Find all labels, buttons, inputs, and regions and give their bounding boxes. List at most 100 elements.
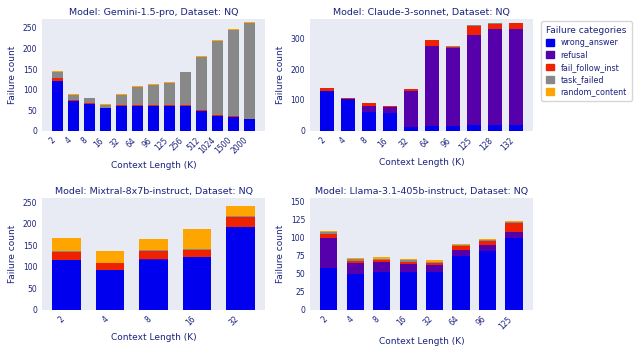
Bar [212, 116, 223, 131]
Bar [228, 30, 239, 116]
Bar [183, 249, 211, 250]
Bar [196, 111, 207, 131]
Bar [446, 47, 460, 48]
Bar [227, 217, 255, 227]
Bar [52, 78, 63, 81]
Bar [467, 35, 481, 125]
Bar [140, 251, 168, 259]
Bar [479, 241, 496, 245]
Bar [399, 260, 417, 262]
Bar [362, 112, 376, 131]
Bar [373, 272, 390, 310]
Bar [84, 104, 95, 131]
Bar [467, 25, 481, 26]
Bar [347, 261, 364, 263]
Bar [399, 259, 417, 260]
Bar [488, 23, 502, 24]
Y-axis label: Failure count: Failure count [276, 225, 285, 283]
Bar [244, 22, 255, 23]
Bar [446, 48, 460, 126]
Bar [196, 57, 207, 110]
Bar [426, 265, 444, 272]
Bar [320, 91, 334, 131]
Bar [452, 245, 470, 246]
Bar [452, 250, 470, 256]
Bar [467, 26, 481, 35]
Bar [320, 238, 337, 268]
X-axis label: Context Length (K): Context Length (K) [379, 158, 464, 167]
Bar [341, 98, 355, 99]
Bar [426, 262, 444, 263]
Bar [404, 91, 418, 127]
Bar [425, 40, 438, 46]
Bar [488, 29, 502, 125]
Bar [148, 84, 159, 85]
Bar [399, 264, 417, 272]
Bar [479, 245, 496, 251]
Bar [373, 260, 390, 262]
Legend: wrong_answer, refusal, fail_follow_inst, task_failed, random_content: wrong_answer, refusal, fail_follow_inst,… [541, 21, 632, 101]
X-axis label: Context Length (K): Context Length (K) [111, 161, 196, 170]
Bar [96, 263, 124, 270]
Bar [164, 82, 175, 105]
Bar [320, 88, 334, 91]
Bar [426, 263, 444, 265]
Bar [479, 240, 496, 241]
Bar [183, 229, 211, 249]
Bar [488, 24, 502, 29]
Bar [488, 125, 502, 131]
Bar [467, 125, 481, 131]
Bar [148, 85, 159, 105]
Title: Model: Gemini-1.5-pro, Dataset: NQ: Model: Gemini-1.5-pro, Dataset: NQ [69, 8, 238, 17]
Bar [362, 105, 376, 112]
Bar [479, 251, 496, 310]
Title: Model: Llama-3.1-405b-instruct, Dataset: NQ: Model: Llama-3.1-405b-instruct, Dataset:… [315, 187, 528, 196]
Bar [362, 103, 376, 105]
Bar [68, 101, 79, 131]
X-axis label: Context Length (K): Context Length (K) [379, 337, 464, 346]
Bar [404, 90, 418, 91]
Bar [116, 106, 127, 131]
Bar [347, 263, 364, 274]
Bar [196, 110, 207, 111]
Bar [320, 234, 337, 238]
Bar [132, 106, 143, 131]
Bar [116, 95, 127, 105]
Bar [212, 40, 223, 41]
Title: Model: Claude-3-sonnet, Dataset: NQ: Model: Claude-3-sonnet, Dataset: NQ [333, 8, 510, 17]
Bar [84, 98, 95, 103]
Bar [52, 252, 81, 261]
Bar [506, 238, 523, 310]
Bar [509, 23, 523, 29]
Bar [425, 126, 438, 131]
Bar [479, 239, 496, 240]
Bar [164, 106, 175, 131]
Bar [320, 268, 337, 310]
Bar [84, 103, 95, 104]
Bar [320, 232, 337, 234]
Bar [347, 274, 364, 310]
Bar [373, 257, 390, 259]
Bar [212, 115, 223, 116]
Bar [347, 258, 364, 259]
Bar [506, 232, 523, 238]
Bar [509, 29, 523, 125]
Bar [506, 223, 523, 232]
Y-axis label: Failure count: Failure count [8, 225, 17, 283]
Bar [347, 259, 364, 261]
Bar [183, 250, 211, 257]
Bar [180, 106, 191, 131]
Bar [446, 126, 460, 131]
Bar [180, 105, 191, 106]
Bar [212, 41, 223, 115]
Bar [446, 46, 460, 47]
Bar [227, 206, 255, 216]
Bar [148, 106, 159, 131]
Bar [100, 104, 111, 108]
Bar [96, 270, 124, 310]
Bar [399, 272, 417, 310]
Bar [132, 86, 143, 87]
Y-axis label: Failure count: Failure count [276, 46, 285, 104]
Bar [227, 227, 255, 310]
Bar [140, 259, 168, 261]
